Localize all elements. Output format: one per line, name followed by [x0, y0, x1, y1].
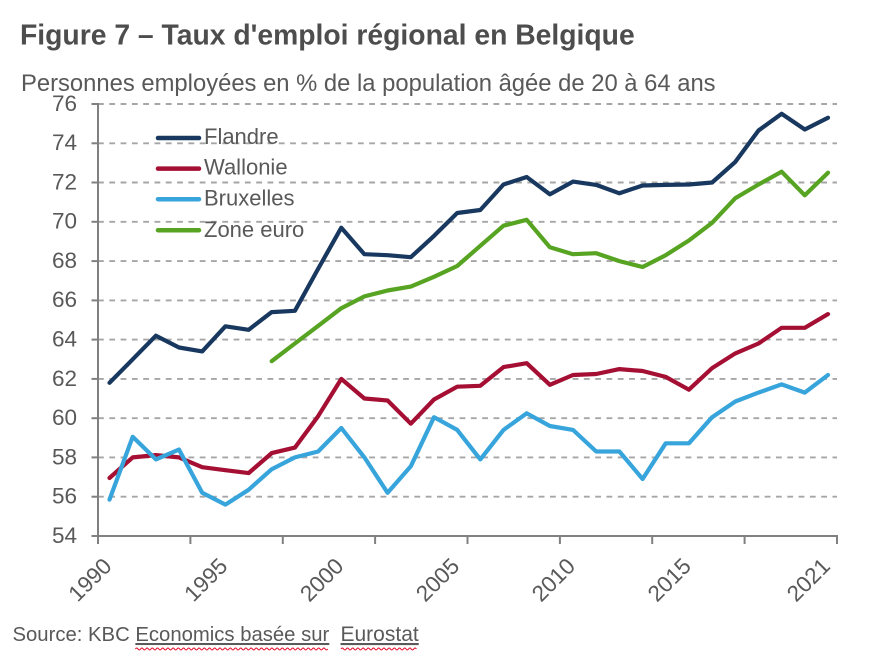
svg-text:Eurostat: Eurostat	[341, 623, 419, 646]
svg-text:Personnes employées en % de la: Personnes employées en % de la populatio…	[21, 70, 716, 97]
svg-text:Flandre: Flandre	[204, 124, 279, 149]
svg-text:58: 58	[52, 444, 77, 469]
svg-text:56: 56	[52, 484, 77, 509]
svg-text:68: 68	[52, 248, 77, 273]
svg-text:62: 62	[52, 366, 77, 391]
svg-text:Figure 7 – Taux d'emploi régio: Figure 7 – Taux d'emploi régional en Bel…	[20, 19, 635, 51]
svg-text:Source: KBC Economics basée su: Source: KBC Economics basée sur	[13, 624, 330, 646]
svg-text:70: 70	[52, 209, 77, 234]
svg-text:66: 66	[52, 287, 77, 312]
svg-text:60: 60	[52, 405, 77, 430]
svg-text:76: 76	[52, 91, 77, 116]
svg-text:Wallonie: Wallonie	[204, 154, 288, 179]
svg-text:72: 72	[52, 169, 77, 194]
svg-text:Zone euro: Zone euro	[204, 217, 304, 242]
svg-text:74: 74	[52, 130, 77, 155]
svg-text:Bruxelles: Bruxelles	[204, 186, 294, 211]
svg-text:64: 64	[52, 327, 77, 352]
svg-text:54: 54	[52, 523, 77, 548]
